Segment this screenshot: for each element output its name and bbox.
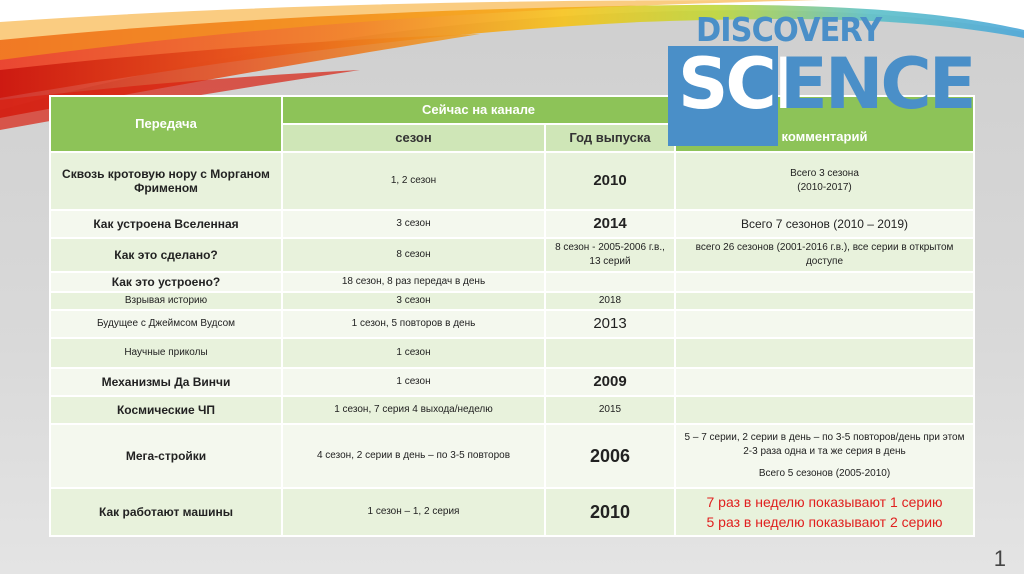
season-cell: 1, 2 сезон <box>281 151 546 211</box>
comment-cell <box>674 309 975 339</box>
logo-blue-block <box>668 46 778 146</box>
season-cell: 1 сезон, 5 повторов в день <box>281 309 546 339</box>
program-name: Научные приколы <box>49 337 283 369</box>
table-row: Как это устроено? 18 сезон, 8 раз переда… <box>49 271 975 293</box>
season-cell: 1 сезон <box>281 337 546 369</box>
season-cell: 18 сезон, 8 раз передач в день <box>281 271 546 293</box>
season-cell: 8 сезон <box>281 237 546 273</box>
year-cell <box>544 337 676 369</box>
program-name: Мега-стройки <box>49 423 283 489</box>
season-cell: 3 сезон <box>281 209 546 239</box>
year-cell: 2018 <box>544 291 676 311</box>
season-cell: 1 сезон – 1, 2 серия <box>281 487 546 537</box>
table-row: Взрывая историю 3 сезон 2018 <box>49 291 975 311</box>
program-name: Будущее с Джеймсом Вудсом <box>49 309 283 339</box>
logo-discovery-text: DISCOVERY <box>696 10 882 49</box>
program-name: Космические ЧП <box>49 395 283 425</box>
comment-cell: Всего 7 сезонов (2010 – 2019) <box>674 209 975 239</box>
year-cell: 2014 <box>544 209 676 239</box>
comment-cell: Всего 3 сезона (2010-2017) <box>674 151 975 211</box>
season-cell: 1 сезон, 7 серия 4 выхода/неделю <box>281 395 546 425</box>
header-year: Год выпуска <box>544 123 676 153</box>
table-row: Механизмы Да Винчи 1 сезон 2009 <box>49 367 975 397</box>
program-name: Как это сделано? <box>49 237 283 273</box>
program-name: Взрывая историю <box>49 291 283 311</box>
year-cell <box>544 271 676 293</box>
table-row: Научные приколы 1 сезон <box>49 337 975 369</box>
comment-line: (2010-2017) <box>797 182 852 193</box>
comment-cell: 5 – 7 серии, 2 серии в день – по 3-5 пов… <box>674 423 975 489</box>
program-name: Сквозь кротовую нору с Морганом Фрименом <box>49 151 283 211</box>
comment-line: 5 – 7 серии, 2 серии в день – по 3-5 пов… <box>684 432 965 457</box>
comment-cell: всего 26 сезонов (2001-2016 г.в.), все с… <box>674 237 975 273</box>
year-cell: 2015 <box>544 395 676 425</box>
comment-cell <box>674 395 975 425</box>
table-row: Космические ЧП 1 сезон, 7 серия 4 выхода… <box>49 395 975 425</box>
table-row: Будущее с Джеймсом Вудсом 1 сезон, 5 пов… <box>49 309 975 339</box>
header-program: Передача <box>49 95 283 153</box>
comment-line: Всего 5 сезонов (2005-2010) <box>758 468 891 479</box>
comment-cell <box>674 367 975 397</box>
program-name: Как устроена Вселенная <box>49 209 283 239</box>
header-season: сезон <box>281 123 546 153</box>
table-row: Как работают машины 1 сезон – 1, 2 серия… <box>49 487 975 537</box>
program-name: Механизмы Да Винчи <box>49 367 283 397</box>
program-name: Как работают машины <box>49 487 283 537</box>
comment-cell <box>674 337 975 369</box>
header-now-on-channel: Сейчас на канале <box>281 95 676 125</box>
logo-sci-text: SCI <box>678 43 800 125</box>
year-cell: 2010 <box>544 487 676 537</box>
table-row: Сквозь кротовую нору с Морганом Фрименом… <box>49 151 975 211</box>
comment-cell: 7 раз в неделю показывают 1 серию 5 раз … <box>674 487 975 537</box>
season-cell: 3 сезон <box>281 291 546 311</box>
program-name: Как это устроено? <box>49 271 283 293</box>
year-cell: 2010 <box>544 151 676 211</box>
programs-table: Передача Сейчас на канале комментарий се… <box>49 95 975 537</box>
page-number: 1 <box>993 546 1006 571</box>
comment-line-red: 7 раз в неделю показывают 1 серию <box>706 494 943 510</box>
year-cell: 8 сезон - 2005-2006 г.в., 13 серий <box>544 237 676 273</box>
comment-cell <box>674 271 975 293</box>
season-cell: 1 сезон <box>281 367 546 397</box>
year-cell: 2013 <box>544 309 676 339</box>
table-row: Мега-стройки 4 сезон, 2 серии в день – п… <box>49 423 975 489</box>
season-cell: 4 сезон, 2 серии в день – по 3-5 повторо… <box>281 423 546 489</box>
logo-ence-text: ENCE <box>780 43 977 125</box>
comment-cell <box>674 291 975 311</box>
table-row: Как устроена Вселенная 3 сезон 2014 Всег… <box>49 209 975 239</box>
table-row: Как это сделано? 8 сезон 8 сезон - 2005-… <box>49 237 975 273</box>
discovery-science-logo: DISCOVERY SCI ENCE <box>668 6 977 146</box>
comment-line-red: 5 раз в неделю показывают 2 серию <box>706 514 943 530</box>
year-cell: 2009 <box>544 367 676 397</box>
comment-line: Всего 3 сезона <box>790 168 859 179</box>
year-cell: 2006 <box>544 423 676 489</box>
